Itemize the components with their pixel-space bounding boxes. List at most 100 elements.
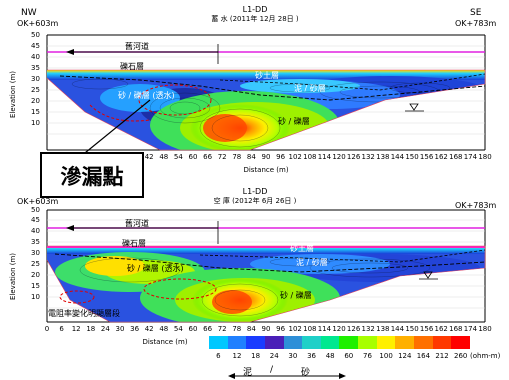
x-tick-label: 144 (390, 325, 405, 333)
x-tick-label: 72 (217, 153, 227, 161)
bottom-y-tick: 50 (31, 206, 40, 214)
top-left-station: OK+603m (17, 19, 59, 28)
color-scale-value: 48 (325, 352, 335, 360)
x-tick-label: 48 (159, 325, 169, 333)
color-scale-swatch (302, 336, 321, 349)
top-left-direction: NW (21, 8, 37, 18)
bottom-label-sand-clay: 砂土層 (290, 244, 314, 253)
x-tick-label: 78 (232, 325, 242, 333)
color-scale-swatch (246, 336, 265, 349)
x-tick-label: 150 (405, 325, 419, 333)
bottom-label-sand-gravel-leak: 砂 / 礫層 (透水) (127, 264, 184, 273)
bottom-line-name: L1-DD (242, 187, 268, 196)
top-y-tick: 50 (31, 31, 40, 39)
x-tick-label: 102 (288, 325, 302, 333)
top-label-sand-clay: 砂土層 (255, 71, 279, 80)
x-tick-label: 138 (376, 153, 390, 161)
color-scale-value: 30 (288, 352, 298, 360)
x-tick-label: 0 (44, 325, 50, 333)
x-tick-label: 36 (130, 325, 140, 333)
x-tick-label: 138 (376, 325, 390, 333)
x-tick-label: 174 (463, 153, 478, 161)
x-tick-label: 60 (188, 153, 198, 161)
x-tick-label: 12 (71, 325, 81, 333)
color-scale-swatch (451, 336, 470, 349)
x-tick-label: 90 (261, 153, 271, 161)
material-label-sand: 砂 (301, 368, 311, 378)
top-y-tick: 25 (31, 86, 40, 94)
color-scale-swatch (414, 336, 433, 349)
x-tick-label: 42 (144, 325, 154, 333)
color-scale-value: 76 (362, 352, 372, 360)
color-scale-value: 24 (269, 352, 279, 360)
bottom-y-tick: 40 (31, 227, 40, 235)
top-y-tick: 30 (31, 75, 40, 83)
color-scale-value: 12 (232, 352, 242, 360)
top-y-tick: 40 (31, 53, 40, 61)
x-tick-label: 156 (419, 153, 434, 161)
color-scale-value: 212 (435, 352, 449, 360)
top-label-clay-sand: 泥 / 砂層 (294, 84, 326, 93)
bottom-y-tick: 15 (31, 282, 40, 290)
x-tick-label: 180 (478, 325, 492, 333)
x-tick-label: 126 (346, 153, 361, 161)
x-tick-label: 48 (159, 153, 169, 161)
x-tick-label: 108 (303, 325, 317, 333)
x-tick-label: 60 (188, 325, 198, 333)
top-y-tick: 20 (31, 97, 40, 105)
top-label-old-river: 舊河道 (125, 42, 149, 51)
bottom-y-tick: 10 (31, 293, 40, 301)
x-tick-label: 108 (303, 153, 317, 161)
x-tick-label: 96 (276, 153, 286, 161)
x-tick-label: 6 (59, 325, 64, 333)
x-tick-label: 66 (203, 325, 213, 333)
material-label-slash: / (270, 365, 274, 375)
bottom-label-gravel: 礫石層 (122, 239, 146, 248)
x-tick-label: 174 (463, 325, 478, 333)
x-tick-label: 78 (232, 153, 242, 161)
water-level-symbol-top (405, 103, 424, 112)
x-tick-label: 162 (434, 153, 448, 161)
color-scale-swatch (283, 336, 303, 349)
x-tick-label: 126 (346, 325, 361, 333)
x-tick-label: 72 (217, 325, 227, 333)
bottom-y-axis-label: Elevation (m) (9, 252, 17, 300)
x-tick-label: 168 (449, 153, 463, 161)
x-tick-label: 54 (173, 153, 183, 161)
color-scale-swatch (395, 336, 415, 349)
bottom-y-tick: 45 (31, 216, 40, 224)
bottom-label-resistivity-change: 電阻率變化明顯層段 (48, 309, 120, 318)
top-label-sand-gravel: 砂 / 礫層 (278, 117, 310, 126)
bottom-label-clay-sand: 泥 / 砂層 (296, 258, 328, 267)
bottom-y-tick: 20 (31, 271, 40, 279)
bottom-label-sand-gravel: 砂 / 礫層 (280, 291, 312, 300)
x-tick-label: 42 (144, 153, 154, 161)
color-scale-value: 6 (216, 352, 221, 360)
bottom-label-old-river: 舊河道 (125, 219, 149, 228)
top-y-tick: 10 (31, 119, 40, 127)
top-subtitle: 蓄 水 (2011年 12月 28日 ) (211, 15, 299, 23)
x-tick-label: 102 (288, 153, 302, 161)
top-right-station: OK+783m (455, 19, 497, 28)
material-label-clay: 泥 (243, 368, 253, 378)
leak-point-callout: 滲漏點 (40, 152, 144, 198)
resistivity-color-scale (209, 336, 470, 349)
color-scale-swatch (320, 336, 340, 349)
color-scale-value: 18 (251, 352, 261, 360)
color-scale-value: 124 (398, 352, 412, 360)
color-scale-swatch (227, 336, 247, 349)
top-line-name: L1-DD (242, 5, 268, 14)
x-tick-label: 84 (246, 325, 256, 333)
x-tick-label: 18 (86, 325, 96, 333)
top-y-tick: 35 (31, 64, 40, 72)
color-scale-swatch (376, 336, 396, 349)
bottom-y-tick: 35 (31, 238, 40, 246)
x-tick-label: 144 (390, 153, 405, 161)
color-scale-swatch (432, 336, 452, 349)
bottom-y-tick: 30 (31, 249, 40, 257)
bottom-right-station: OK+783m (455, 201, 497, 210)
x-tick-label: 120 (332, 325, 346, 333)
x-tick-label: 84 (246, 153, 256, 161)
color-scale-value: 260 (453, 352, 468, 360)
